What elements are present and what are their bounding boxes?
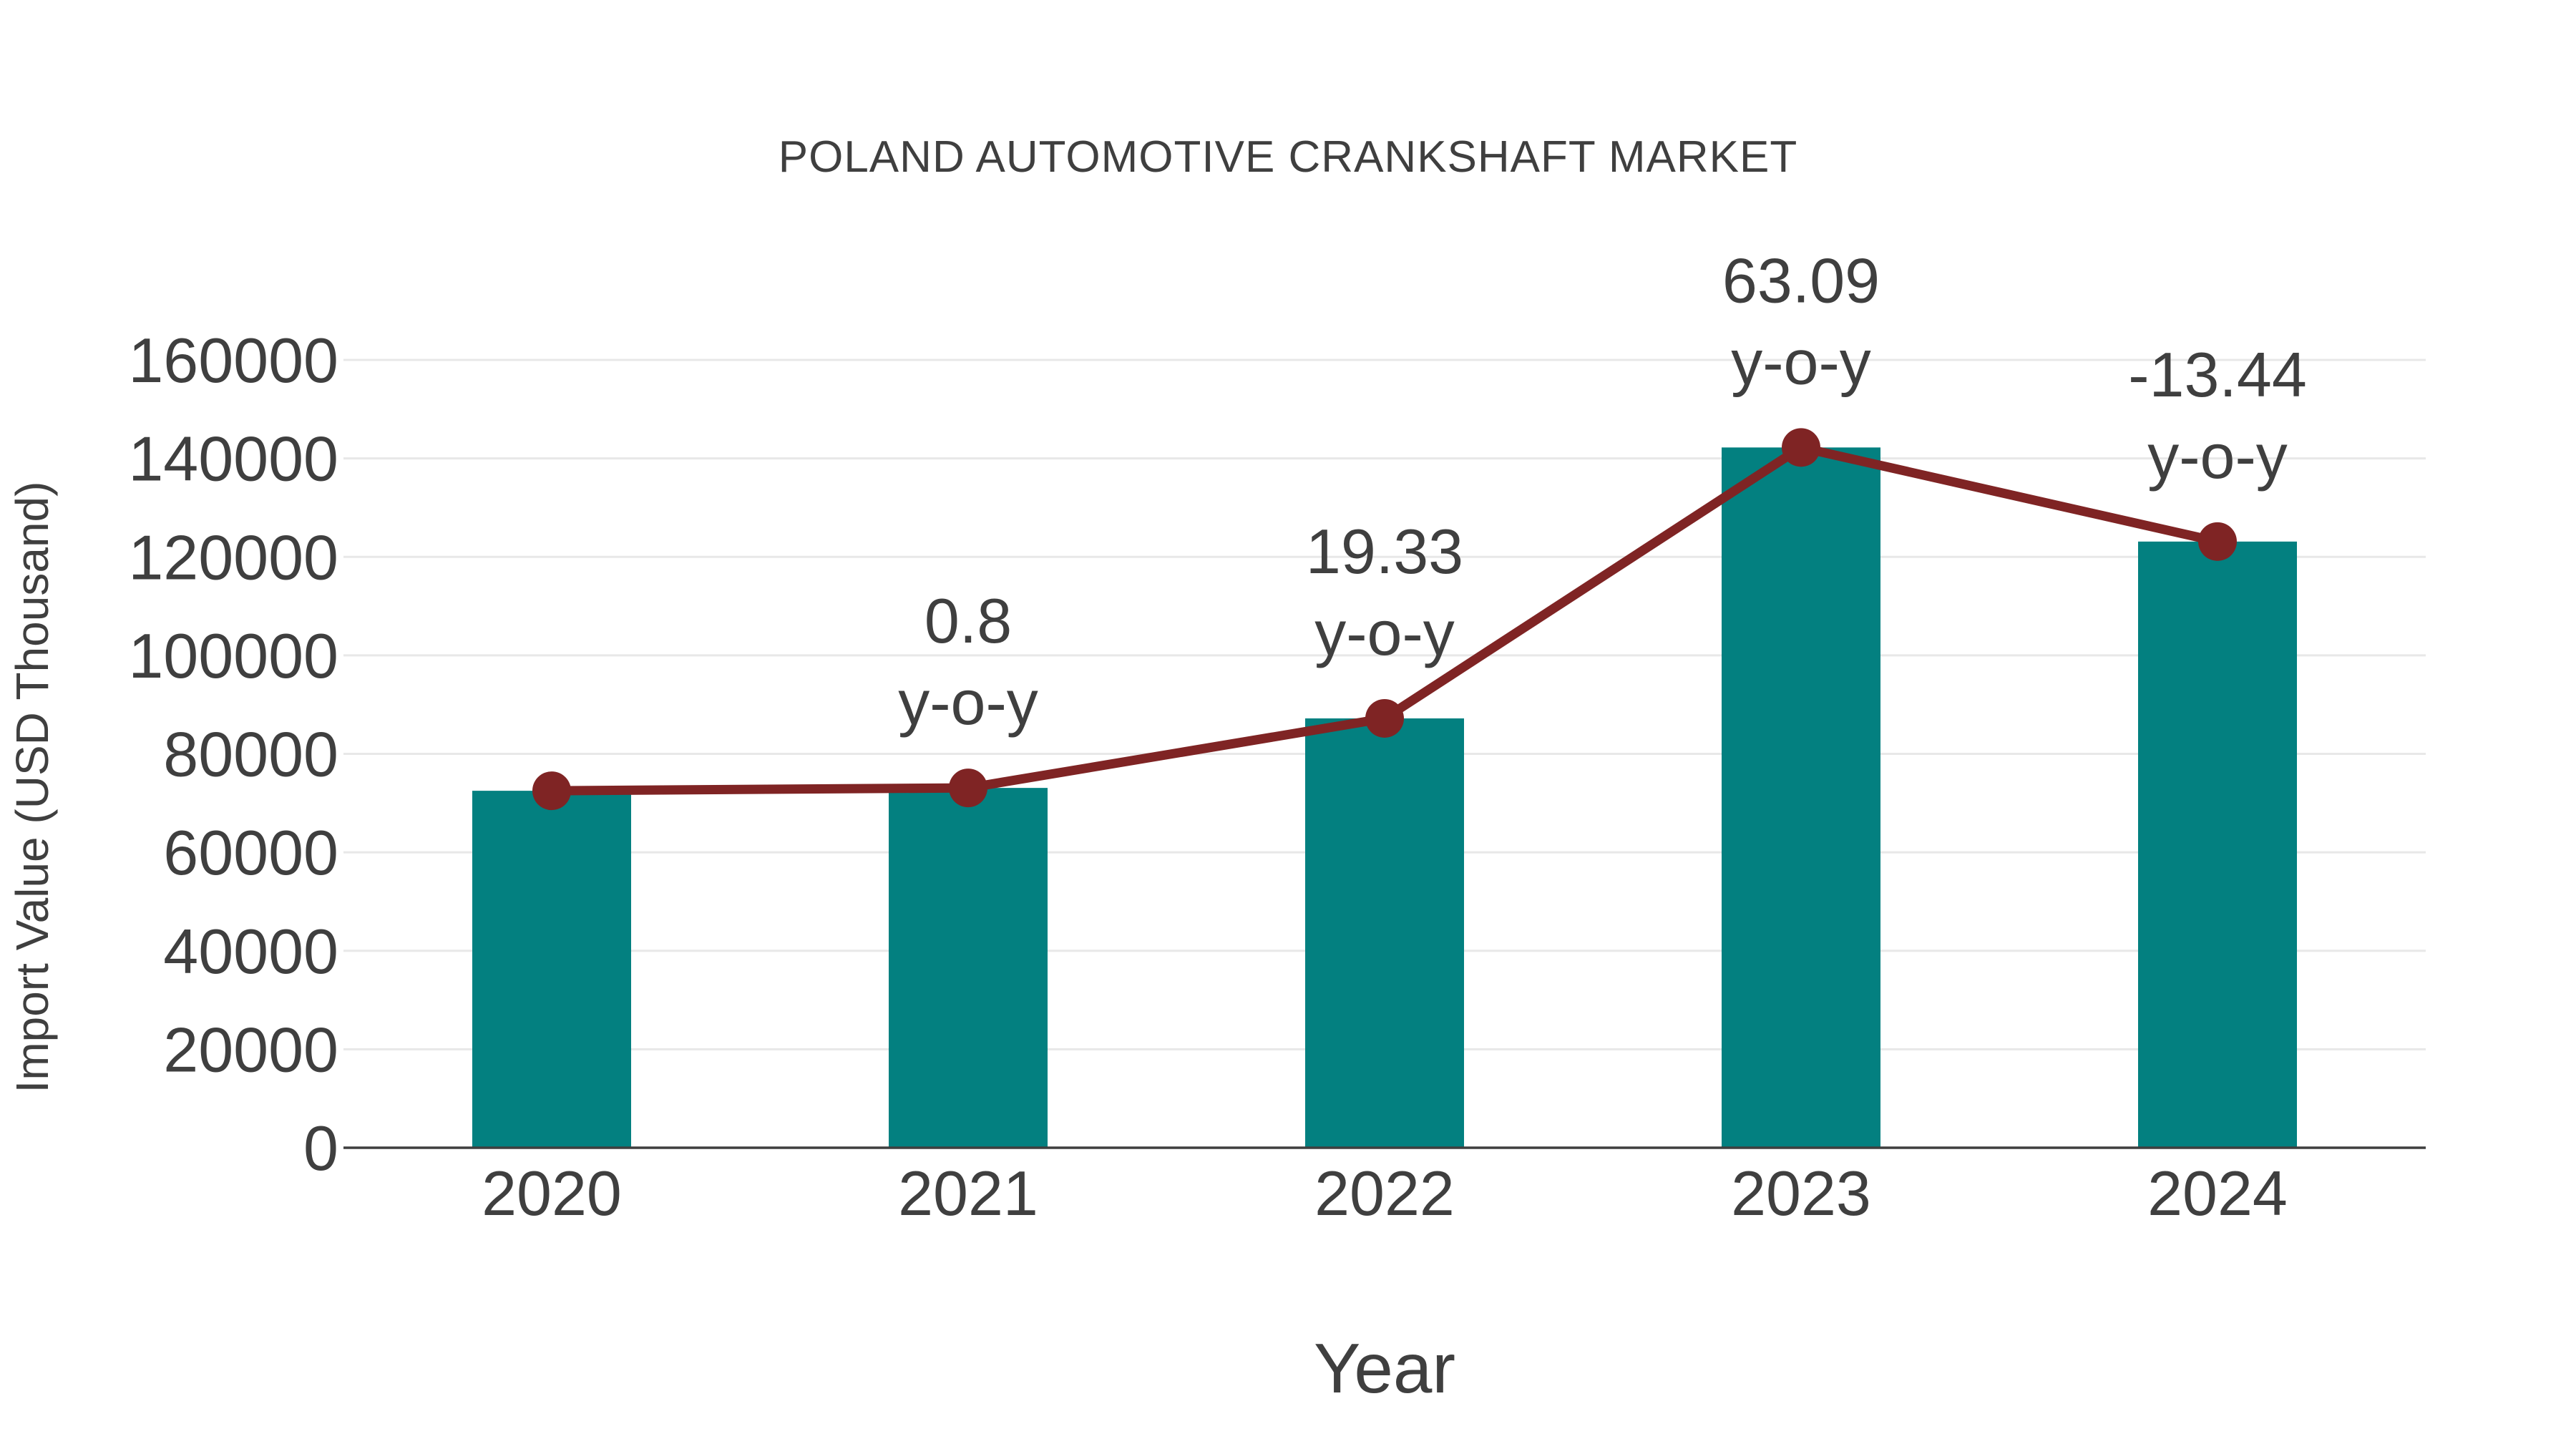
y-tick-label: 40000 — [163, 916, 338, 987]
yoy-marker-2021 — [949, 769, 987, 808]
annotation-yoy-2024: y-o-y — [2147, 421, 2288, 492]
yoy-marker-2022 — [1365, 698, 1404, 738]
yoy-marker-2023 — [1782, 428, 1820, 467]
annotation-value-2022: 19.33 — [1306, 516, 1463, 587]
y-tick-label: 100000 — [128, 620, 338, 691]
annotation-value-2024: -13.44 — [2128, 339, 2307, 410]
bar-2020 — [472, 791, 631, 1148]
bar-2023 — [1722, 447, 1880, 1148]
annotation-yoy-2023: y-o-y — [1731, 326, 1871, 397]
x-tick-label: 2024 — [2147, 1158, 2288, 1229]
y-tick-label: 20000 — [163, 1014, 338, 1085]
x-tick-label: 2022 — [1314, 1158, 1455, 1229]
annotation-value-2023: 63.09 — [1722, 245, 1880, 316]
x-tick-label: 2023 — [1731, 1158, 1871, 1229]
annotation-yoy-2021: y-o-y — [898, 667, 1038, 738]
annotation-yoy-2022: y-o-y — [1314, 597, 1455, 668]
x-tick-label: 2020 — [482, 1158, 622, 1229]
bar-2021 — [889, 788, 1048, 1148]
y-tick-label: 160000 — [128, 325, 338, 396]
y-tick-label: 0 — [303, 1113, 338, 1184]
y-tick-label: 140000 — [128, 424, 338, 494]
yoy-marker-2024 — [2198, 522, 2237, 561]
y-tick-label: 60000 — [163, 817, 338, 888]
x-axis-title: Year — [1313, 1329, 1455, 1407]
y-tick-label: 120000 — [128, 522, 338, 592]
yoy-marker-2020 — [532, 771, 571, 811]
y-tick-label: 80000 — [163, 719, 338, 790]
chart-title: POLAND AUTOMOTIVE CRANKSHAFT MARKET — [778, 132, 1798, 182]
annotation-value-2021: 0.8 — [924, 585, 1012, 656]
x-tick-label: 2021 — [898, 1158, 1038, 1229]
bar-2022 — [1305, 718, 1464, 1148]
bar-2024 — [2138, 541, 2297, 1148]
